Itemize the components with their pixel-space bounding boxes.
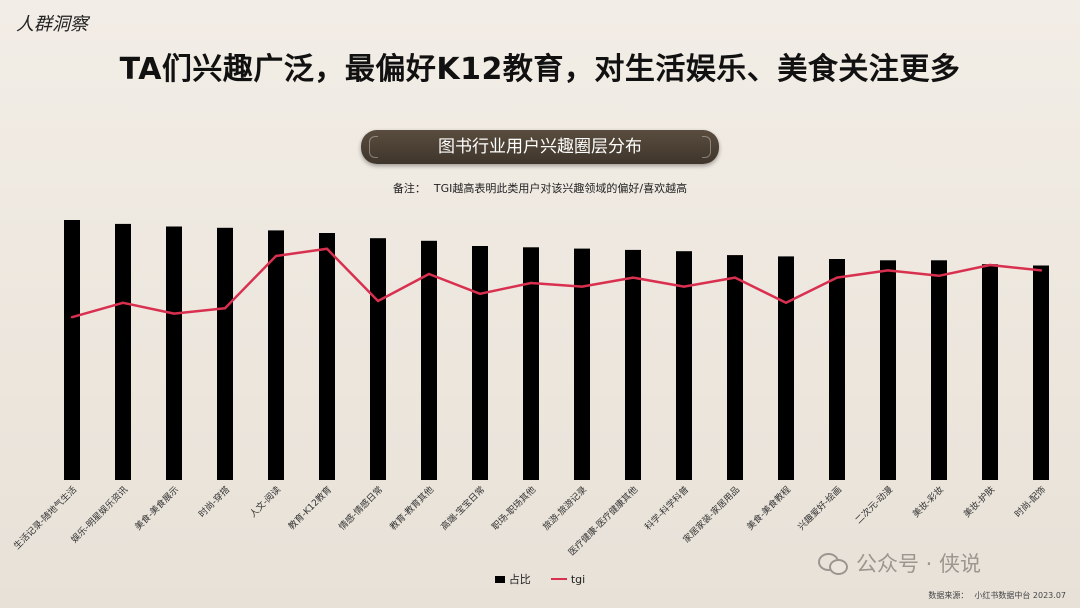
bar-11 [574,248,590,480]
tgi-point-10 [529,281,533,285]
tgi-point-8 [427,272,431,276]
page-title: TA们兴趣广泛，最偏好K12教育，对生活娱乐、美食关注更多 [119,52,961,87]
legend-bar-swatch [494,575,505,583]
tgi-point-17 [886,269,890,272]
category-label-9: 高端-宝宝日常 [438,484,487,533]
bar-7 [370,238,386,480]
legend-bar-label: 占比 [508,573,531,586]
tgi-series [70,247,1043,319]
bar-8 [421,240,437,480]
bar-series [64,220,1049,480]
tgi-line [71,247,1042,319]
bar-9 [472,246,488,480]
legend-item-bar: 占比 [494,571,531,587]
tgi-point-3 [172,312,176,315]
category-label-3: 美食-美食展示 [132,484,181,533]
category-label-1: 生活记录-随地气生活 [11,484,79,552]
category-label-20: 时尚-配饰 [1012,484,1048,520]
tgi-point-1 [70,316,74,319]
legend-line-swatch [550,578,567,580]
tgi-point-18 [937,274,941,277]
tgi-point-6 [325,247,329,250]
legend-line-label: tgi [570,572,586,586]
tgi-point-4 [223,307,227,310]
tgi-point-12 [631,276,635,279]
tgi-point-20 [1039,269,1043,272]
bar-6 [319,233,335,480]
bar-14 [727,255,743,480]
category-label-17: 二次元-动漫 [853,484,896,527]
bar-2 [115,223,131,480]
category-label-10: 职场-职场其他 [489,484,538,533]
category-label-8: 教育-教育其他 [387,484,436,533]
tgi-point-7 [376,299,380,303]
bar-17 [880,260,896,480]
bar-16 [829,259,845,480]
tgi-point-19 [988,263,992,267]
chart-title-banner: 图书行业用户兴趣圈层分布 [361,130,719,164]
category-label-16: 兴趣爱好-绘画 [795,484,844,533]
bar-12 [625,249,641,480]
bar-19 [982,264,998,480]
category-label-6: 教育-K12教育 [286,484,335,533]
source-label: 数据来源： [928,591,969,600]
bar-5 [268,230,284,480]
bar-3 [166,226,182,480]
bar-18 [931,260,947,480]
category-label-15: 美食-美食教程 [744,484,793,533]
data-source: 数据来源： 小红书数据中台 2023.07 [928,590,1066,601]
source-text: 小红书数据中台 2023.07 [974,591,1066,600]
bar-4 [217,227,233,480]
bar-15 [778,256,794,480]
bar-20 [1033,265,1049,480]
note-text: TGI越高表明此类用户对该兴趣领域的偏好/喜欢越高 [433,182,688,195]
note-prefix: 备注： [392,182,426,195]
bar-13 [676,251,692,480]
category-label-5: 人文-阅读 [247,484,283,520]
tgi-point-5 [274,254,278,258]
tgi-point-2 [121,301,125,304]
tgi-point-9 [478,292,482,295]
tgi-point-13 [682,285,686,288]
category-label-13: 科学-科学科普 [642,484,691,533]
chart-legend: 占比 tgi [0,571,1080,587]
tgi-point-11 [580,285,584,288]
tgi-point-14 [733,276,737,279]
category-label-4: 时尚-穿搭 [196,484,232,520]
legend-item-line: tgi [550,572,586,586]
watermark-text: 公众号 · 侠说 [856,552,982,576]
bar-10 [523,247,539,480]
category-label-7: 情感-情感日常 [336,484,385,533]
wechat-icon [818,551,848,575]
chart-note: 备注： TGI越高表明此类用户对该兴趣领域的偏好/喜欢越高 [0,180,1080,196]
tgi-point-15 [784,301,788,304]
watermark: 公众号 · 侠说 [818,548,981,578]
bar-1 [64,220,80,480]
category-label-11: 旅游-旅游记录 [540,484,589,533]
tgi-point-16 [835,276,839,279]
section-label: 人群洞察 [16,14,88,35]
category-label-18: 美妆-彩妆 [910,484,946,520]
chart-title: 图书行业用户兴趣圈层分布 [438,137,642,157]
category-label-19: 美妆-护肤 [961,484,997,520]
